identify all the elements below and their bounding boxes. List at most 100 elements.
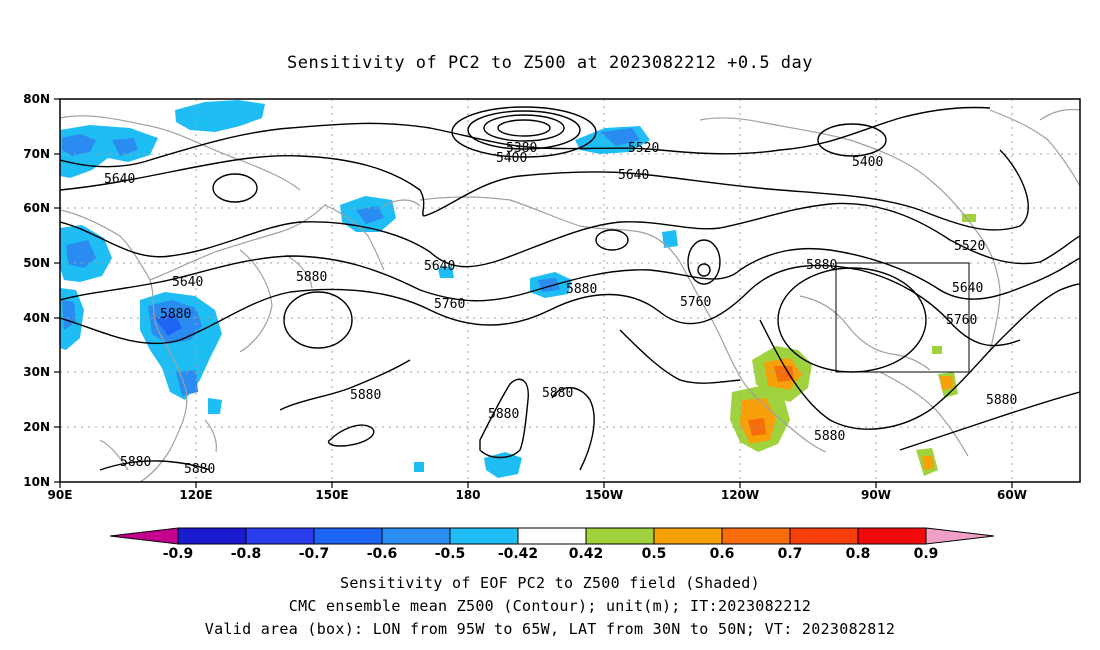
negative-sensitivity-area <box>66 240 96 268</box>
valid-area-box <box>835 262 970 373</box>
positive-sensitivity-area <box>940 376 954 390</box>
lat-tick-label: 30N <box>23 365 50 379</box>
lon-tick-label: 90E <box>48 488 73 502</box>
sensitivity-shading <box>60 100 976 478</box>
colorbar-swatch <box>857 527 927 545</box>
colorbar-swatch <box>381 527 451 545</box>
contour-low-center <box>497 119 551 137</box>
footer-line-valid-area: Valid area (box): LON from 95W to 65W, L… <box>205 620 895 638</box>
axis-ticks <box>54 98 1013 488</box>
lat-tick-label: 80N <box>23 92 50 106</box>
negative-sensitivity-area <box>62 134 96 156</box>
contour-closed <box>212 173 258 203</box>
footer-line-contour: CMC ensemble mean Z500 (Contour); unit(m… <box>289 597 812 615</box>
lat-tick-label: 40N <box>23 311 50 325</box>
lon-tick-label: 180 <box>455 488 480 502</box>
lat-tick-label: 20N <box>23 420 50 434</box>
positive-sensitivity-area <box>774 366 794 382</box>
contour-closed <box>817 123 887 157</box>
contour-label: 5760 <box>946 313 977 328</box>
negative-sensitivity-area <box>112 138 138 156</box>
contour-low-center <box>467 110 581 150</box>
colorbar-swatch <box>721 527 791 545</box>
lon-tick-label: 150W <box>585 488 623 502</box>
contour-label: 5400 <box>496 151 527 166</box>
lat-tick-label: 50N <box>23 256 50 270</box>
contour-label: 5640 <box>172 275 203 290</box>
contour-closed <box>283 291 353 349</box>
footer-line-shading: Sensitivity of EOF PC2 to Z500 field (Sh… <box>340 574 760 592</box>
contour-label: 5880 <box>184 462 215 477</box>
contour-label: 5640 <box>952 281 983 296</box>
negative-sensitivity-area <box>484 452 522 478</box>
negative-sensitivity-area <box>438 266 454 278</box>
lon-tick-labels: 90E 120E 150E 180 150W 120W 90W 60W <box>48 488 1027 502</box>
lon-tick-label: 120W <box>721 488 759 502</box>
contour-label: 5380 <box>506 141 537 156</box>
negative-sensitivity-area <box>662 230 678 248</box>
contour-label: 5880 <box>120 455 151 470</box>
contour-label: 5640 <box>424 259 455 274</box>
colorbar-label: -0.6 <box>367 546 398 562</box>
colorbar-label: -0.8 <box>231 546 262 562</box>
colorbar-label: 0.42 <box>569 546 604 562</box>
colorbar-swatch <box>177 527 247 545</box>
contour-label: 5880 <box>814 429 845 444</box>
lon-tick-label: 90W <box>861 488 891 502</box>
colorbar-swatch <box>313 527 383 545</box>
colorbar-extend-low <box>109 527 179 545</box>
colorbar-label: -0.9 <box>163 546 194 562</box>
colorbar-label: 0.8 <box>846 546 871 562</box>
negative-sensitivity-area <box>414 462 424 472</box>
contour-label: 5760 <box>680 295 711 310</box>
colorbar-label: 0.5 <box>642 546 667 562</box>
colorbar-swatch <box>653 527 723 545</box>
contour-label-group: 5380 5400 5520 5640 5400 5640 5640 5880 … <box>104 141 1017 477</box>
lat-tick-label: 10N <box>23 475 50 489</box>
contour-closed <box>687 239 721 285</box>
lon-tick-label: 120E <box>179 488 212 502</box>
map-panel: 5380 5400 5520 5640 5400 5640 5640 5880 … <box>23 92 1081 502</box>
colorbar-extend-high <box>925 527 995 545</box>
colorbar-swatch <box>789 527 859 545</box>
lat-tick-label: 60N <box>23 201 50 215</box>
colorbar: -0.9 -0.8 -0.7 -0.6 -0.5 -0.42 0.42 0.5 0.6 0.7 0.… <box>109 527 995 562</box>
negative-sensitivity-area <box>155 314 182 336</box>
contour-label: 5880 <box>296 270 327 285</box>
colorbar-label: -0.5 <box>435 546 466 562</box>
colorbar-swatch <box>517 527 587 545</box>
negative-sensitivity-area <box>175 100 265 132</box>
contour-label: 5520 <box>628 141 659 156</box>
contour-label: 5520 <box>954 239 985 254</box>
contour-label: 5880 <box>542 386 573 401</box>
contour-label: 5640 <box>618 168 649 183</box>
colorbar-label: -0.7 <box>299 546 330 562</box>
lon-tick-label: 60W <box>997 488 1027 502</box>
colorbar-swatch <box>449 527 519 545</box>
contour-low-center <box>451 106 597 158</box>
colorbar-label: 0.6 <box>710 546 735 562</box>
contour-label: 5640 <box>104 172 135 187</box>
figure-title: Sensitivity of PC2 to Z500 at 2023082212… <box>287 53 813 73</box>
positive-sensitivity-area <box>932 346 942 354</box>
z500-contours <box>60 106 1080 471</box>
coastlines <box>60 108 1080 482</box>
contour-label: 5880 <box>488 407 519 422</box>
lat-lon-grid <box>60 99 1080 482</box>
contour-label: 5400 <box>852 155 883 170</box>
contour-label: 5880 <box>350 388 381 403</box>
colorbar-swatch <box>245 527 315 545</box>
positive-sensitivity-area <box>922 456 934 470</box>
map-frame <box>59 98 1081 483</box>
colorbar-label: 0.9 <box>914 546 939 562</box>
colorbar-swatch <box>585 527 655 545</box>
positive-sensitivity-area <box>748 418 766 436</box>
lat-tick-label: 70N <box>23 147 50 161</box>
contour-closed <box>595 229 629 251</box>
negative-sensitivity-area <box>356 206 384 224</box>
contour-label: 5880 <box>160 307 191 322</box>
lon-tick-label: 150E <box>315 488 348 502</box>
contour-label: 5880 <box>566 282 597 297</box>
contour-low-center <box>483 114 565 142</box>
